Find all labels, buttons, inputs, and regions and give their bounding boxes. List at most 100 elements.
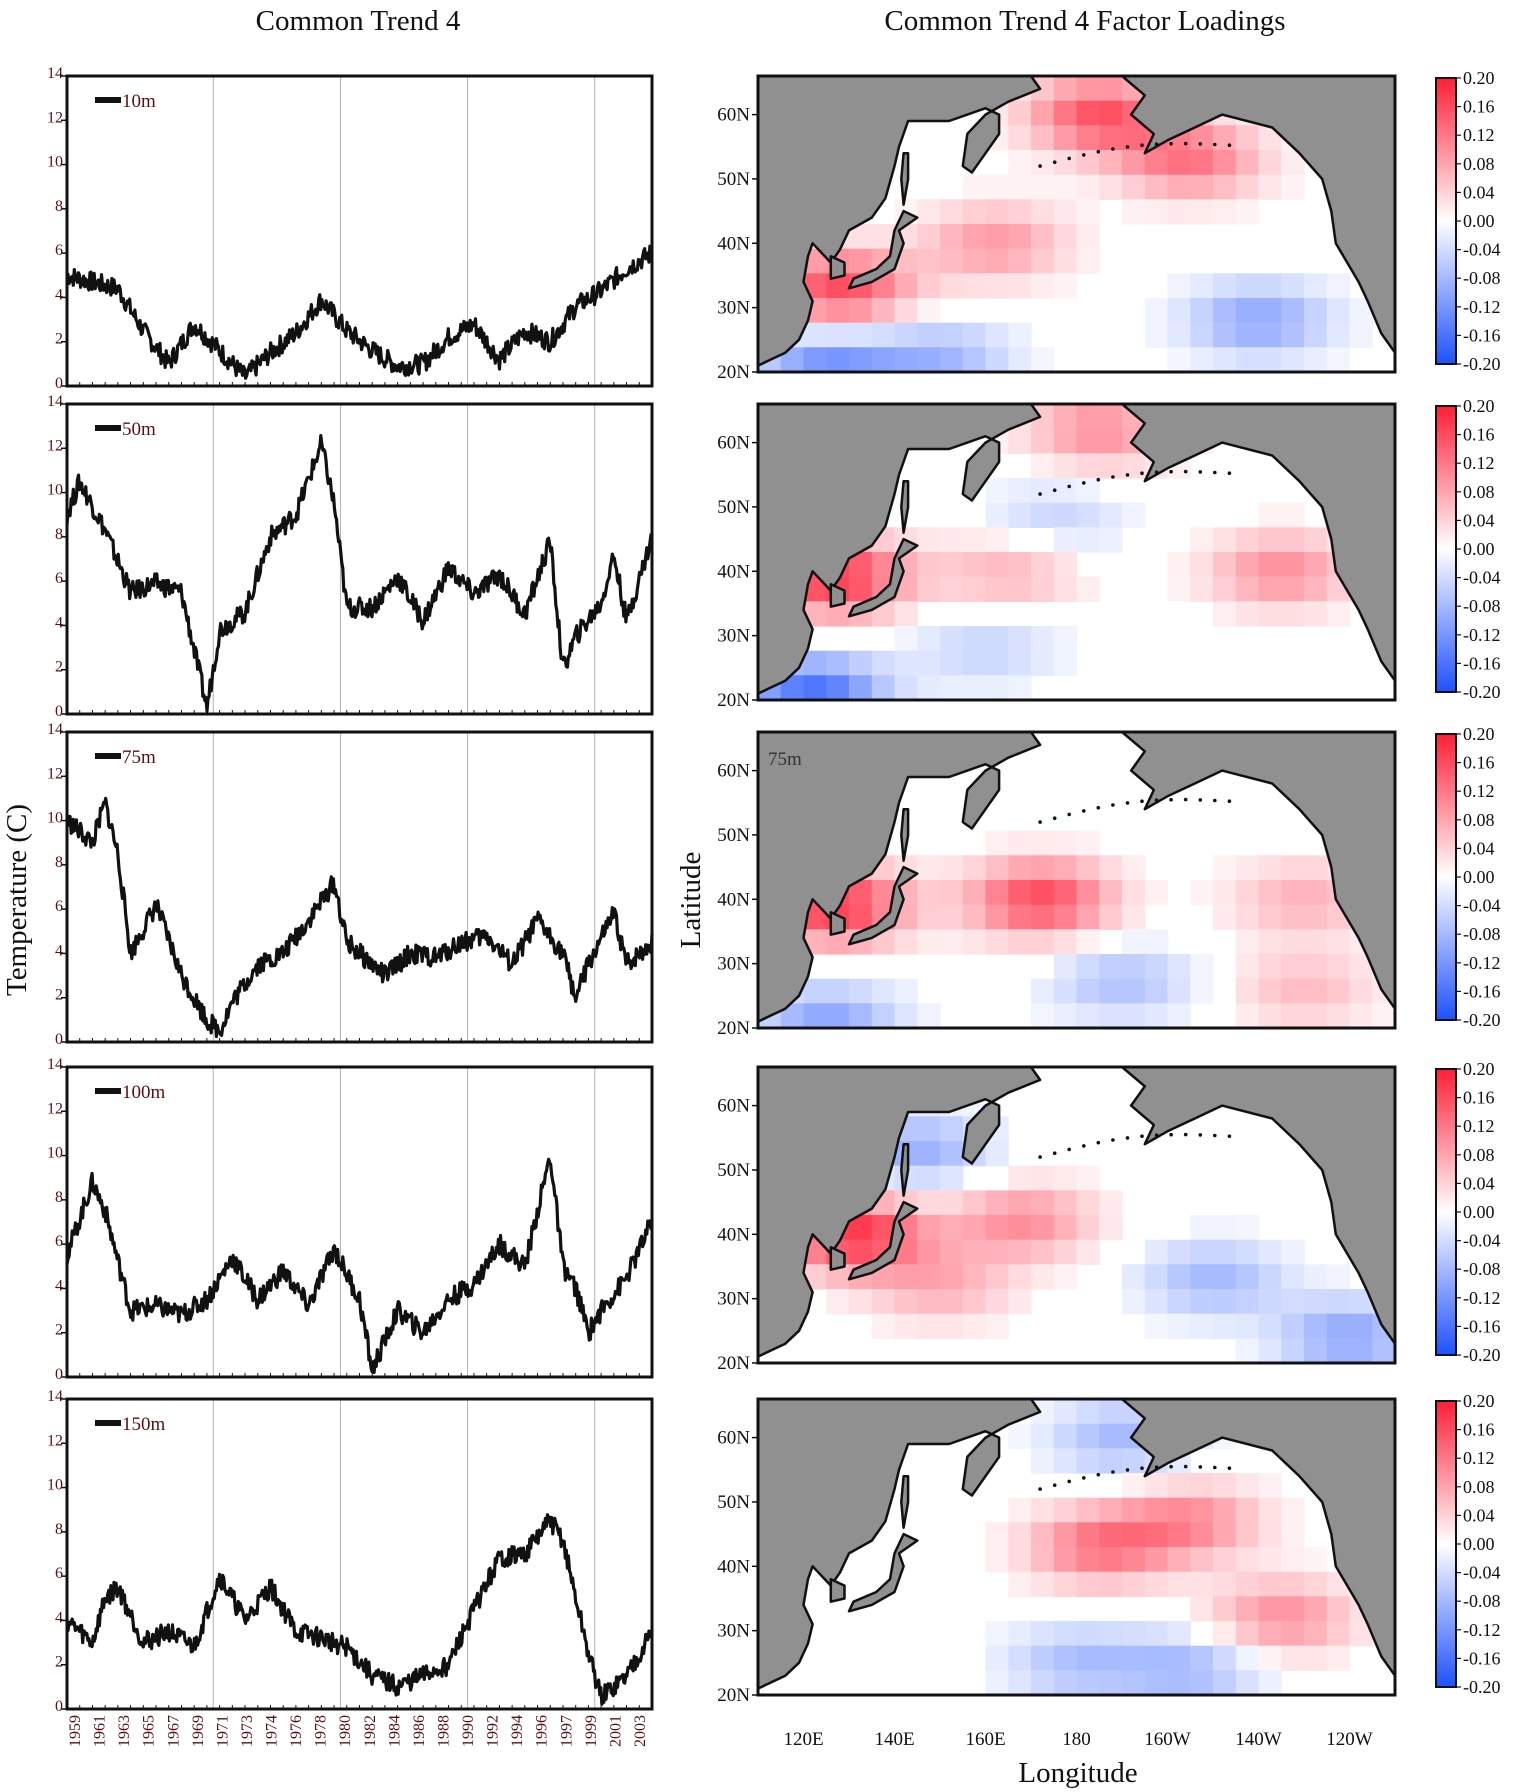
loading-cell — [1053, 248, 1078, 274]
loading-cell — [871, 322, 896, 348]
line-charts: 0 2 4 6 8 10 12 14 10m 0 2 4 6 8 10 12 14 50m 0 2 4 6 8 10 12 14 7… — [47, 65, 654, 1715]
loading-cell — [1122, 1522, 1146, 1548]
loading-cell — [1076, 76, 1100, 102]
loading-cell — [1053, 1571, 1078, 1597]
loading-cell — [1031, 125, 1055, 151]
loading-cell — [1213, 552, 1237, 578]
trend-line-10m — [65, 244, 654, 380]
loading-cell — [1031, 100, 1055, 126]
loading-cell — [1235, 1547, 1260, 1573]
land-korea — [829, 1245, 846, 1271]
loading-cell — [1076, 1239, 1100, 1265]
lat-tick-label: 60N — [717, 1428, 750, 1449]
loading-cell — [1304, 880, 1328, 906]
y-tick-label: 2 — [55, 1654, 63, 1671]
island — [1169, 1464, 1173, 1469]
loading-cell — [962, 880, 987, 906]
loading-cell — [1031, 248, 1055, 274]
loading-cell — [1076, 428, 1100, 454]
loading-cell — [1213, 576, 1237, 602]
year-label: 1965 — [141, 1715, 158, 1747]
loading-cell — [1031, 1670, 1055, 1695]
loading-cell — [917, 904, 941, 930]
island — [1198, 798, 1203, 802]
lat-tick-label: 60N — [717, 1096, 750, 1117]
loading-cell — [1099, 404, 1123, 430]
loading-cell — [1031, 1165, 1055, 1191]
loading-cell — [1008, 1264, 1032, 1290]
loading-cell — [1213, 1571, 1237, 1597]
loading-cell — [1281, 1547, 1305, 1573]
loading-cell — [1031, 428, 1055, 454]
loading-cell — [940, 904, 964, 930]
loading-cell — [1258, 502, 1282, 528]
longitude-axis-label: Longitude — [1018, 1757, 1137, 1789]
loading-cell — [1144, 1522, 1169, 1548]
loading-cell — [849, 347, 873, 372]
loading-cell — [1008, 626, 1032, 652]
loading-cell — [1235, 1522, 1260, 1548]
loading-cell — [1213, 322, 1237, 348]
y-tick-label: 0 — [55, 1366, 63, 1383]
loading-cell — [1053, 1264, 1078, 1290]
loading-cell — [1304, 1571, 1328, 1597]
loading-cell — [1031, 855, 1055, 881]
loading-cell — [1053, 1522, 1078, 1548]
colorbar-tick-label: 0.20 — [1463, 1059, 1495, 1079]
loading-cell — [940, 1215, 964, 1241]
loading-cell — [1213, 1313, 1237, 1339]
colorbar-tick-label: 0.08 — [1463, 810, 1495, 830]
land-korea — [829, 910, 846, 936]
loading-cell — [1304, 1645, 1328, 1671]
loading-cell — [1281, 1522, 1305, 1548]
loading-cell — [1235, 576, 1260, 602]
loading-cell — [1235, 1215, 1260, 1241]
map-body — [758, 1067, 1395, 1363]
loading-cell — [1281, 174, 1305, 200]
land-korea — [829, 254, 846, 280]
loading-cell — [1031, 502, 1055, 528]
loading-cell — [1122, 1645, 1146, 1671]
loading-cell — [917, 1264, 941, 1290]
colorbar-tick-label: -0.16 — [1463, 325, 1501, 345]
loading-cell — [1076, 1215, 1100, 1241]
loading-cell — [1099, 453, 1123, 479]
loading-cell — [1008, 273, 1032, 299]
loading-cell — [1053, 650, 1078, 676]
colorbar-tick-label: -0.08 — [1463, 268, 1501, 288]
loading-cell — [985, 675, 1009, 700]
loading-cell — [894, 1313, 918, 1339]
colorbar-tick-label: -0.20 — [1463, 1345, 1501, 1365]
loading-cell — [962, 1313, 987, 1339]
y-tick-label: 8 — [55, 1189, 63, 1206]
land-america — [1120, 76, 1395, 354]
colorbar-tick-label: 0.08 — [1463, 154, 1495, 174]
loading-cell — [1031, 1645, 1055, 1671]
loading-cell — [1031, 1522, 1055, 1548]
left-column-title: Common Trend 4 — [256, 5, 461, 37]
loading-cell — [1144, 1645, 1169, 1671]
legend-label: 150m — [122, 1414, 166, 1435]
loading-cell — [917, 675, 941, 700]
loading-cell — [1167, 978, 1191, 1004]
loading-cell — [1031, 273, 1055, 299]
loading-cell — [1076, 880, 1100, 906]
loading-cell — [1258, 1313, 1282, 1339]
loading-cell — [1349, 1003, 1373, 1028]
lon-tick-label: 180 — [1062, 1729, 1091, 1750]
lon-tick-label: 160E — [965, 1729, 1005, 1750]
loading-cell — [1008, 322, 1032, 348]
loading-cell — [1304, 904, 1328, 930]
loading-cell — [1144, 1313, 1169, 1339]
loading-cell — [985, 1547, 1009, 1573]
loading-cell — [962, 576, 987, 602]
lat-tick-label: 30N — [717, 1289, 750, 1310]
loading-cell — [962, 1239, 987, 1265]
loading-cell — [1031, 1190, 1055, 1216]
loading-cell — [1076, 478, 1100, 504]
y-tick-label: 8 — [55, 526, 63, 543]
loading-cell — [962, 1264, 987, 1290]
loading-cell — [940, 1313, 964, 1339]
loading-cell — [1167, 1522, 1191, 1548]
loading-cell — [1235, 322, 1260, 348]
